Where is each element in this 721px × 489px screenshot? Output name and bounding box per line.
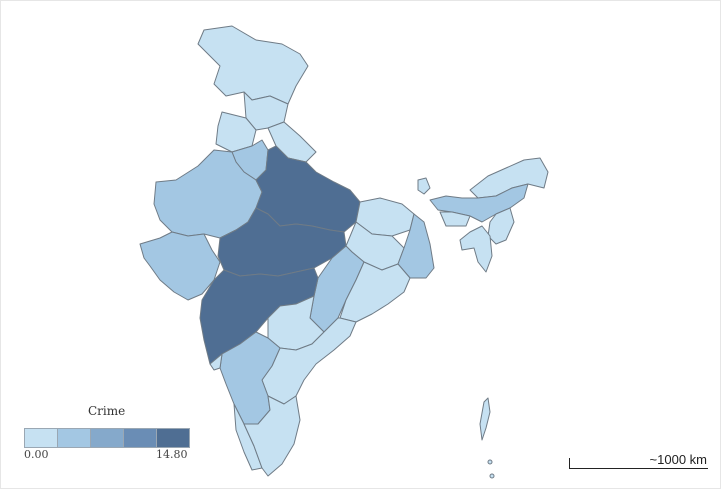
legend-title: Crime (88, 404, 126, 418)
region-andaman-islands[interactable] (479, 397, 491, 441)
region-tamil-nadu[interactable] (243, 395, 301, 477)
region-mizoram-tripura[interactable] (459, 225, 493, 273)
legend-swatch (58, 429, 91, 447)
region-west-bengal[interactable] (397, 213, 435, 279)
legend-color-bar (24, 428, 190, 448)
region-nicobar-island-2[interactable] (489, 473, 495, 479)
region-nagaland-manipur[interactable] (487, 207, 515, 245)
region-jammu-kashmir[interactable] (197, 25, 309, 105)
color-legend: Crime 0.00 14.80 (24, 404, 194, 464)
region-goa[interactable] (209, 353, 223, 371)
legend-swatch (91, 429, 124, 447)
region-sikkim[interactable] (417, 177, 431, 195)
legend-max-label: 14.80 (156, 448, 188, 461)
scale-bar-label: ~1000 km (649, 452, 707, 467)
legend-swatch (25, 429, 58, 447)
scale-bar: ~1000 km (569, 448, 709, 472)
legend-swatch (157, 429, 189, 447)
region-meghalaya[interactable] (439, 211, 471, 227)
legend-min-label: 0.00 (24, 448, 49, 461)
region-nicobar-island[interactable] (487, 459, 493, 465)
legend-swatch (124, 429, 157, 447)
scale-bar-line (569, 458, 708, 469)
region-odisha[interactable] (339, 261, 411, 323)
